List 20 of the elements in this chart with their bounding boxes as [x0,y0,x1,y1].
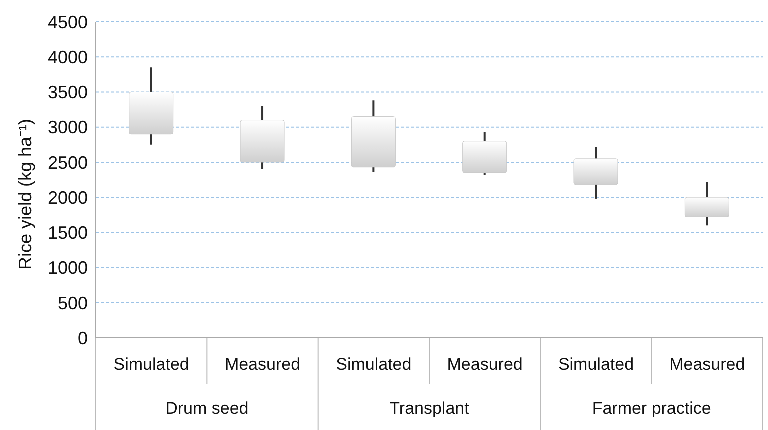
x-tick-label: Simulated [558,355,634,374]
text: Drum seed [166,399,249,418]
x-tick-label: Measured [447,355,523,374]
y-tick-label: 0 [78,328,88,348]
y-tick-label: 2500 [48,152,88,173]
y-tick-label: 3000 [48,118,88,138]
x-tick-label: Simulated [114,355,190,374]
text: Farmer practice [592,399,712,418]
y-tick-label: 2000 [48,188,88,208]
x-tick-label: Measured [224,355,301,374]
y-tick-label: 1500 [48,223,88,244]
y-tick-label: 1000 [48,258,88,278]
x-tick-label: Simulated [336,355,412,374]
y-axis-title: Rice yield (kg ha⁻¹) [15,118,36,270]
y-tick-label: 3500 [48,82,88,103]
y-tick-label: 4000 [48,48,88,68]
x-tick-label: Measured [670,355,746,374]
y-tick-label: 4500 [48,12,88,32]
y-tick-label: 500 [58,293,88,314]
text: Transplant [390,399,470,418]
